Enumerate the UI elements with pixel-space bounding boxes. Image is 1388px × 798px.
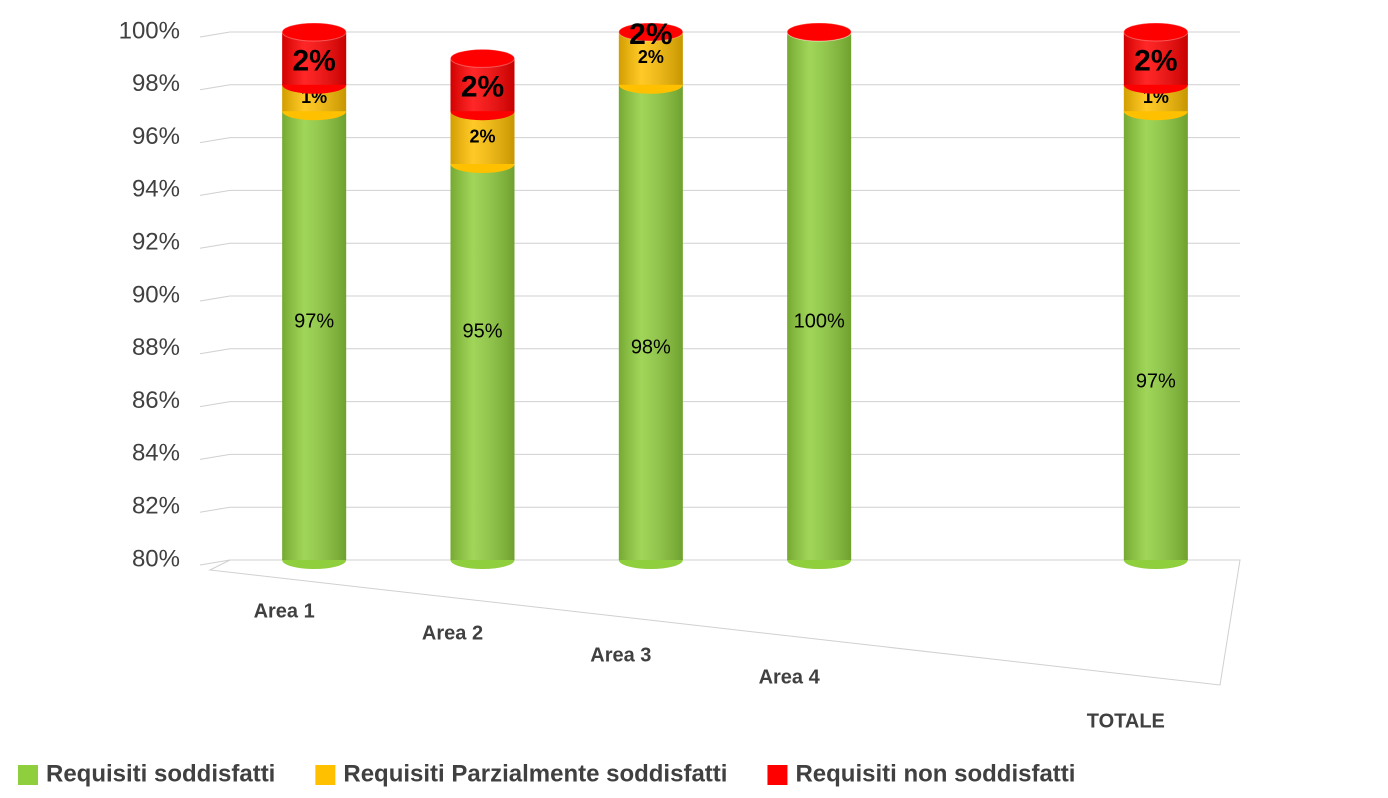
x-tick-label: Area 3 xyxy=(590,644,651,666)
y-tick-label: 86% xyxy=(132,387,180,414)
bar-segment xyxy=(1123,22,1189,94)
cylinder-top xyxy=(450,48,515,68)
data-label: 2% xyxy=(292,44,335,77)
y-tick-label: 90% xyxy=(132,281,180,308)
grid-line xyxy=(199,559,231,566)
grid-line xyxy=(199,401,231,408)
legend-label: Requisiti non soddisfatti xyxy=(795,760,1075,787)
data-label: 100% xyxy=(794,311,845,333)
y-tick-label: 88% xyxy=(132,334,180,361)
legend-label: Requisiti soddisfatti xyxy=(46,760,275,787)
cylinder-shade xyxy=(282,111,347,560)
cylinder-shade xyxy=(787,32,852,560)
data-label: 97% xyxy=(1136,371,1176,393)
y-tick-label: 98% xyxy=(132,70,180,97)
grid-line xyxy=(199,189,231,196)
grid-line xyxy=(199,348,231,355)
data-label: 95% xyxy=(462,321,502,343)
cylinder-shade xyxy=(618,84,683,561)
cylinder-top xyxy=(281,22,347,42)
x-tick-label: Area 1 xyxy=(254,600,315,622)
data-label: 2% xyxy=(629,18,672,51)
bar-segment xyxy=(1123,111,1188,569)
cylinder-shade xyxy=(450,164,515,560)
bar-segment xyxy=(450,48,515,121)
x-tick-label: Area 4 xyxy=(759,666,821,688)
y-tick-label: 80% xyxy=(132,545,180,572)
y-tick-label: 100% xyxy=(119,17,180,44)
y-tick-label: 94% xyxy=(132,176,180,203)
legend-swatch xyxy=(315,765,336,785)
x-tick-label: TOTALE xyxy=(1087,710,1165,732)
cylinder-top xyxy=(618,22,684,42)
data-label: 2% xyxy=(461,71,504,104)
legend-swatch xyxy=(767,765,788,785)
grid-line xyxy=(199,84,231,91)
bar-segment xyxy=(282,111,347,569)
y-tick-label: 92% xyxy=(132,229,180,256)
grid-line xyxy=(199,137,231,144)
grid-line xyxy=(199,506,231,513)
bar-segment xyxy=(450,111,515,173)
cylinder-shade xyxy=(1123,111,1188,560)
bar-segment xyxy=(786,22,852,42)
data-label: 2% xyxy=(638,47,664,67)
data-label: 2% xyxy=(1134,44,1177,77)
y-tick-label: 96% xyxy=(132,123,180,150)
y-tick-label: 82% xyxy=(132,493,180,520)
grid-line xyxy=(199,242,231,249)
cylinder-top xyxy=(1123,22,1189,42)
data-label: 98% xyxy=(631,337,671,359)
grid-line xyxy=(199,295,231,302)
data-label: 2% xyxy=(469,126,495,146)
plot-frame xyxy=(208,559,1241,686)
grid-line xyxy=(199,31,231,38)
bar-segment xyxy=(450,164,515,569)
y-tick-label: 84% xyxy=(132,440,180,467)
x-tick-label: Area 2 xyxy=(422,622,483,644)
legend-label: Requisiti Parzialmente soddisfatti xyxy=(343,760,727,787)
grid-line xyxy=(199,453,231,460)
bar-segment xyxy=(618,84,683,569)
bar-segment xyxy=(618,22,684,42)
bar-segment xyxy=(786,22,852,569)
cylinder-top xyxy=(786,22,852,42)
legend-swatch xyxy=(18,765,38,785)
bar-segment xyxy=(281,22,347,94)
data-label: 97% xyxy=(294,311,334,333)
